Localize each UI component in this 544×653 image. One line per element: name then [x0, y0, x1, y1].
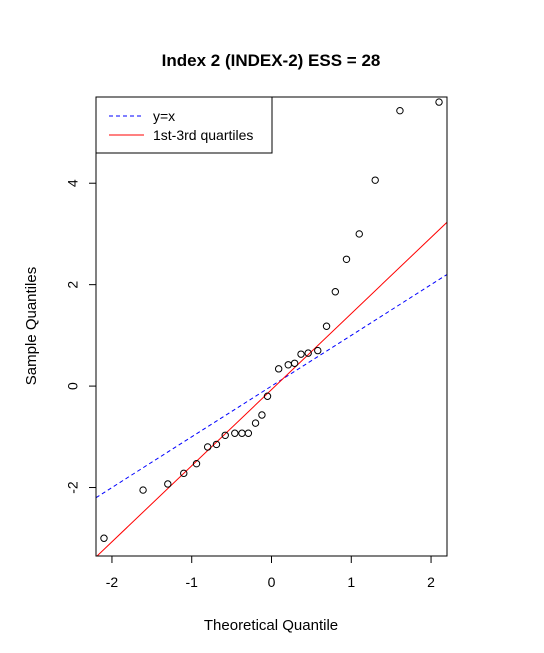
data-point — [231, 429, 239, 437]
legend-label-quartiles: 1st-3rd quartiles — [153, 127, 253, 143]
data-point — [263, 392, 272, 400]
data-point — [342, 255, 351, 263]
axis-ticks: -2 -1 0 1 2 -2 0 2 4 — [65, 179, 435, 590]
data-point — [396, 106, 404, 115]
data-point — [297, 350, 305, 358]
legend-box — [95, 96, 273, 154]
reference-line — [96, 274, 447, 499]
data-point — [274, 365, 283, 373]
data-point — [203, 443, 212, 451]
data-point — [100, 534, 108, 542]
reference-line — [96, 221, 447, 556]
legend-label-yx: y=x — [153, 108, 175, 124]
data-point — [258, 411, 266, 419]
data-point — [139, 486, 147, 494]
y-tick-label: -2 — [65, 481, 81, 494]
data-point — [331, 288, 340, 296]
data-point — [251, 419, 260, 427]
y-tick-label: 4 — [65, 179, 81, 187]
y-tick-label: 0 — [65, 382, 81, 390]
legend: y=x 1st-3rd quartiles — [95, 96, 273, 154]
x-tick-label: -1 — [186, 574, 199, 590]
data-point — [284, 361, 292, 369]
x-tick-label: 1 — [347, 574, 355, 590]
data-point — [164, 480, 172, 488]
data-point — [304, 349, 312, 357]
data-point — [238, 429, 246, 437]
data-point — [290, 359, 299, 367]
data-point — [180, 469, 188, 478]
data-point — [244, 429, 253, 437]
x-tick-label: 0 — [268, 574, 276, 590]
plot-frame — [95, 96, 448, 557]
data-point — [322, 322, 331, 330]
reference-lines — [96, 221, 447, 556]
x-tick-label: 2 — [427, 574, 435, 590]
chart-title: Index 2 (INDEX-2) ESS = 28 — [162, 51, 381, 70]
data-point — [192, 459, 201, 468]
data-point — [221, 431, 229, 439]
data-points — [100, 98, 443, 542]
data-point — [435, 98, 443, 106]
data-point — [371, 176, 379, 184]
x-tick-label: -2 — [106, 574, 119, 590]
data-point — [212, 440, 221, 449]
x-axis-label: Theoretical Quantile — [204, 617, 338, 634]
data-point — [314, 346, 322, 355]
y-tick-label: 2 — [65, 281, 81, 289]
y-axis-label: Sample Quantiles — [23, 267, 40, 385]
data-point — [355, 230, 363, 238]
